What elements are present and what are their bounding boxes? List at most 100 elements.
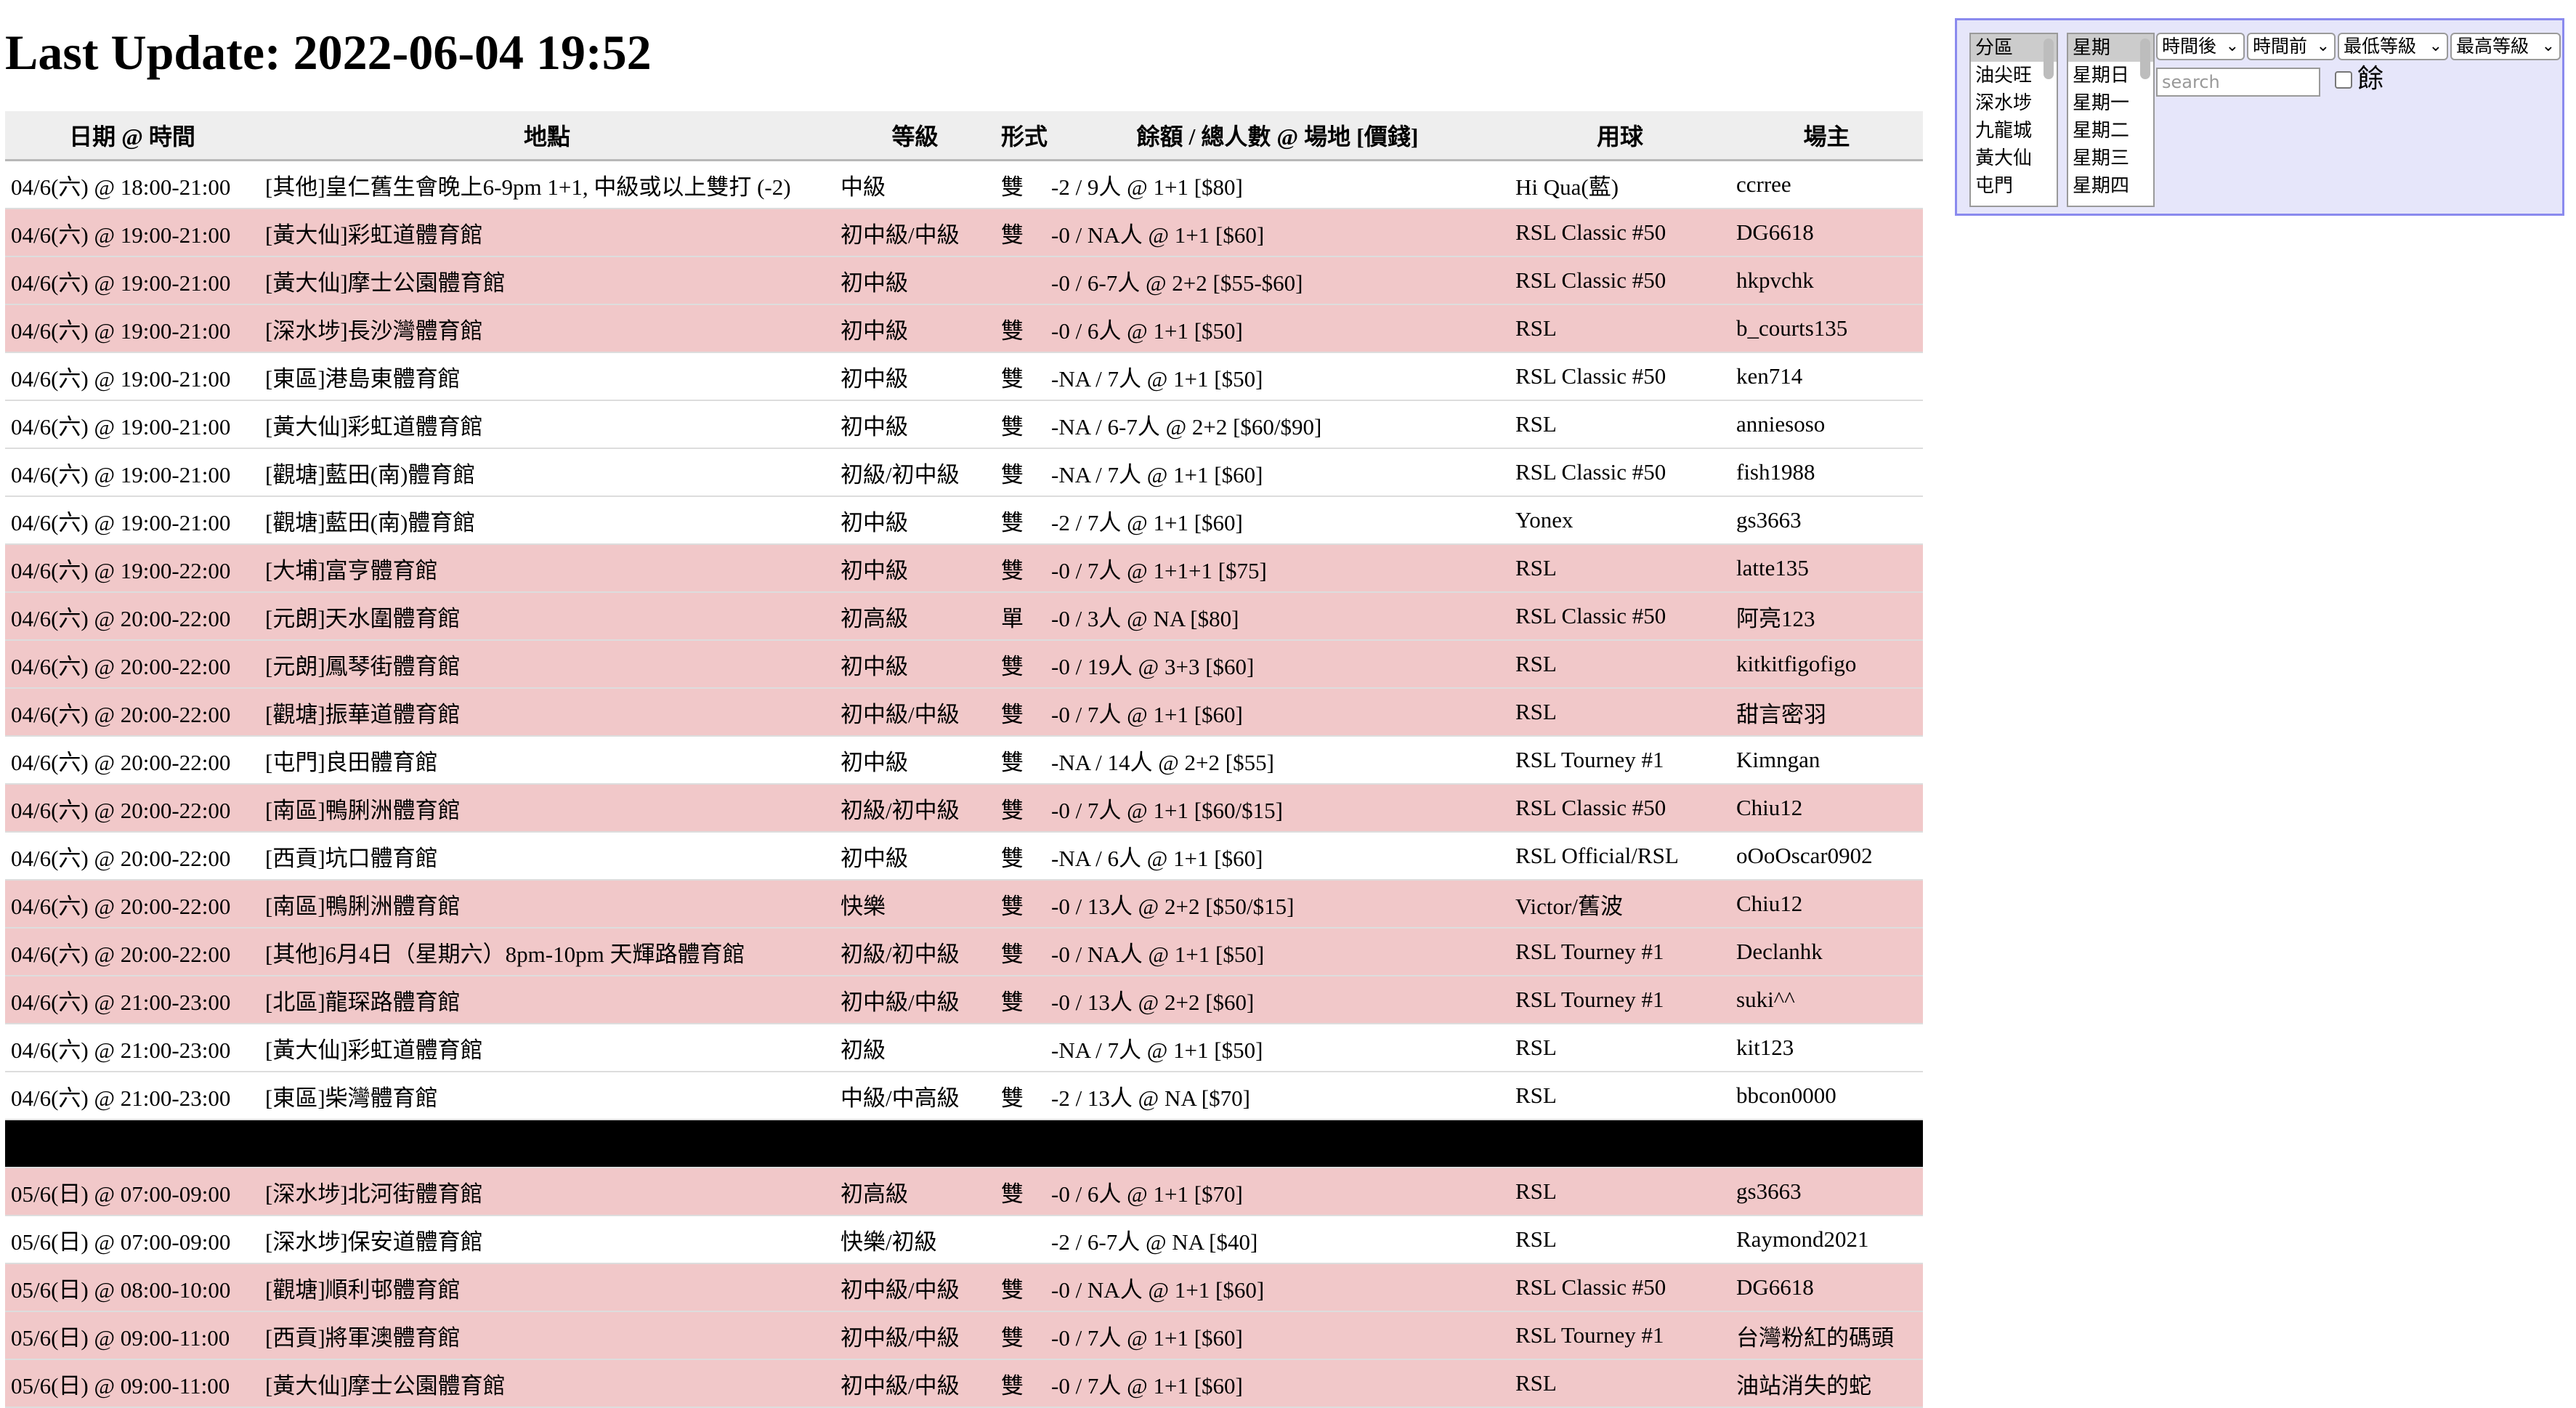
row-shuttlecock: RSL Classic #50 [1510, 209, 1730, 257]
row-shuttlecock: RSL [1510, 1168, 1730, 1216]
row-datetime: 04/6(六) @ 19:00-21:00 [5, 352, 259, 401]
row-datetime: 04/6(六) @ 21:00-23:00 [5, 1072, 259, 1120]
row-host: anniesoso [1730, 400, 1923, 449]
row-venue: [深水埗]保安道體育館 [259, 1215, 835, 1264]
table-row[interactable]: 04/6(六) @ 21:00-23:00 [黃大仙]彩虹道體育館 初級 -NA / … [5, 1024, 1923, 1072]
row-datetime: 04/6(六) @ 20:00-22:00 [5, 640, 259, 689]
row-level: 初中級/中級 [835, 688, 995, 737]
table-row[interactable]: 04/6(六) @ 19:00-21:00 [觀塘]藍田(南)體育館 初中級雙 -2 … [5, 496, 1923, 545]
row-availability: -NA / 6人 @ 1+1 [$60] [1045, 832, 1510, 881]
row-format: 雙 [995, 1263, 1045, 1312]
weekday-option[interactable]: 星期三 [2073, 147, 2130, 169]
row-host: DG6618 [1730, 1263, 1923, 1312]
row-shuttlecock: RSL Classic #50 [1510, 1263, 1730, 1312]
row-level: 初中級/中級 [835, 1263, 995, 1312]
table-row[interactable]: 04/6(六) @ 19:00-21:00 [黃大仙]彩虹道體育館 初中級/中級雙 -… [5, 209, 1923, 257]
column-header-level[interactable]: 等級 [835, 111, 995, 161]
min-level-select[interactable]: 最低等級 ⌄ [2338, 33, 2448, 60]
table-row[interactable]: 04/6(六) @ 20:00-22:00 [屯門]良田體育館 初中級雙 -NA / … [5, 736, 1923, 785]
table-row[interactable]: 05/6(日) @ 09:00-11:00 [西貢]將軍澳體育館 初中級/中級雙 -0… [5, 1311, 1923, 1360]
region-option[interactable]: 黃大仙 [1975, 147, 2033, 169]
row-level: 初級/初中級 [835, 784, 995, 833]
row-venue: [大埔]富亨體育館 [259, 544, 835, 593]
row-host: latte135 [1730, 544, 1923, 593]
row-venue: [屯門]良田體育館 [259, 736, 835, 785]
row-venue: [北區]龍琛路體育館 [259, 976, 835, 1024]
region-option[interactable]: 分區 [1971, 34, 2057, 62]
table-row[interactable]: 04/6(六) @ 20:00-22:00 [觀塘]振華道體育館 初中級/中級雙 -0… [5, 688, 1923, 737]
row-availability: -0 / 6人 @ 1+1 [$50] [1045, 304, 1510, 353]
table-row[interactable]: 04/6(六) @ 20:00-22:00 [南區]鴨脷洲體育館 初級/初中級雙 -0… [5, 784, 1923, 833]
table-row[interactable]: 05/6(日) @ 08:00-10:00 [觀塘]順利邨體育館 初中級/中級雙 -0… [5, 1263, 1923, 1312]
row-shuttlecock: RSL [1510, 1215, 1730, 1264]
weekday-listbox[interactable]: 星期 星期日 星期一 星期二 星期三 星期四 [2067, 33, 2155, 207]
table-row[interactable]: 04/6(六) @ 18:00-21:00 [其他]皇仁舊生會晚上6-9pm 1+… [5, 160, 1923, 209]
row-host: oOoOscar0902 [1730, 832, 1923, 881]
column-header-datetime[interactable]: 日期 @ 時間 [5, 111, 259, 161]
row-datetime: 05/6(日) @ 09:00-11:00 [5, 1359, 259, 1408]
time-after-select-value: 時間後 [2162, 36, 2217, 57]
table-row[interactable]: 04/6(六) @ 20:00-22:00 [元朗]鳳琴街體育館 初中級雙 -0 / … [5, 640, 1923, 689]
max-level-select[interactable]: 最高等級 ⌄ [2450, 33, 2561, 60]
row-shuttlecock: RSL [1510, 1072, 1730, 1120]
table-row[interactable]: 04/6(六) @ 20:00-22:00 [其他]6月4日（星期六）8pm-10… [5, 928, 1923, 976]
time-before-select[interactable]: 時間前 ⌄ [2247, 33, 2336, 60]
column-header-shuttlecock[interactable]: 用球 [1510, 111, 1730, 161]
region-option[interactable]: 深水埗 [1975, 92, 2033, 114]
weekday-option[interactable]: 星期四 [2073, 175, 2130, 197]
region-option[interactable]: 油尖旺 [1975, 65, 2033, 86]
weekday-option[interactable]: 星期 [2068, 34, 2153, 62]
time-after-select[interactable]: 時間後 ⌄ [2156, 33, 2245, 60]
row-host: Raymond2021 [1730, 1215, 1923, 1264]
row-availability: -NA / 7人 @ 1+1 [$60] [1045, 448, 1510, 497]
row-datetime: 04/6(六) @ 19:00-21:00 [5, 448, 259, 497]
table-row[interactable]: 04/6(六) @ 20:00-22:00 [西貢]坑口體育館 初中級雙 -NA / … [5, 832, 1923, 881]
min-level-select-value: 最低等級 [2344, 36, 2417, 57]
row-format: 雙 [995, 880, 1045, 928]
row-format: 雙 [995, 736, 1045, 785]
column-header-host[interactable]: 場主 [1730, 111, 1923, 161]
row-datetime: 05/6(日) @ 07:00-09:00 [5, 1215, 259, 1264]
weekday-option[interactable]: 星期二 [2073, 120, 2130, 142]
table-row[interactable]: 04/6(六) @ 21:00-23:00 [北區]龍琛路體育館 初中級/中級雙 -0… [5, 976, 1923, 1024]
row-format: 雙 [995, 832, 1045, 881]
column-header-format[interactable]: 形式 [995, 111, 1048, 161]
row-shuttlecock: RSL [1510, 1024, 1730, 1072]
row-format: 雙 [995, 160, 1045, 209]
table-header-row: 日期 @ 時間 地點 等級 形式 餘額 / 總人數 @ 場地 [價錢] 用球 場… [5, 111, 1923, 161]
table-row[interactable]: 04/6(六) @ 19:00-21:00 [觀塘]藍田(南)體育館 初級/初中級雙… [5, 448, 1923, 497]
table-row[interactable]: 04/6(六) @ 19:00-22:00 [大埔]富亨體育館 初中級雙 -0 / 7… [5, 544, 1923, 593]
row-venue: [黃大仙]彩虹道體育館 [259, 209, 835, 257]
weekday-scrollbar[interactable] [2140, 39, 2150, 79]
column-header-venue[interactable]: 地點 [259, 111, 835, 161]
column-header-availability[interactable]: 餘額 / 總人數 @ 場地 [價錢] [1045, 111, 1510, 161]
region-listbox[interactable]: 分區 油尖旺 深水埗 九龍城 黃大仙 屯門 [1969, 33, 2058, 207]
table-row[interactable]: 05/6(日) @ 07:00-09:00 [深水埗]北河街體育館 初高級雙 -0 /… [5, 1168, 1923, 1216]
row-venue: [觀塘]藍田(南)體育館 [259, 448, 835, 497]
table-row[interactable]: 04/6(六) @ 19:00-21:00 [黃大仙]摩士公園體育館 初中級 -0 /… [5, 256, 1923, 305]
table-row[interactable]: 04/6(六) @ 21:00-23:00 [東區]柴灣體育館 中級/中高級雙 -2 … [5, 1072, 1923, 1120]
row-format: 雙 [995, 1311, 1045, 1360]
remain-checkbox[interactable] [2335, 71, 2352, 89]
row-availability: -0 / 13人 @ 2+2 [$50/$15] [1045, 880, 1510, 928]
row-level: 初級/初中級 [835, 448, 995, 497]
region-option[interactable]: 九龍城 [1975, 120, 2033, 142]
region-option[interactable]: 屯門 [1975, 175, 2014, 197]
date-separator [5, 1120, 1923, 1168]
weekday-option[interactable]: 星期一 [2073, 92, 2130, 114]
row-availability: -0 / 7人 @ 1+1 [$60] [1045, 688, 1510, 737]
row-shuttlecock: RSL [1510, 400, 1730, 449]
region-scrollbar[interactable] [2044, 39, 2054, 79]
weekday-option[interactable]: 星期日 [2073, 65, 2130, 86]
table-row[interactable]: 05/6(日) @ 07:00-09:00 [深水埗]保安道體育館 快樂/初級 -2 … [5, 1215, 1923, 1264]
table-row[interactable]: 05/6(日) @ 09:00-11:00 [黃大仙]摩士公園體育館 初中級/中級雙… [5, 1359, 1923, 1408]
search-input[interactable] [2156, 68, 2320, 97]
row-shuttlecock: RSL Official/RSL [1510, 832, 1730, 881]
table-row[interactable]: 04/6(六) @ 19:00-21:00 [深水埗]長沙灣體育館 初中級雙 -0 /… [5, 304, 1923, 353]
table-row[interactable]: 04/6(六) @ 20:00-22:00 [元朗]天水圍體育館 初高級單 -0 / … [5, 592, 1923, 641]
row-availability: -0 / 3人 @ NA [$80] [1045, 592, 1510, 641]
table-row[interactable]: 04/6(六) @ 19:00-21:00 [東區]港島東體育館 初中級雙 -NA /… [5, 352, 1923, 401]
row-shuttlecock: Victor/舊波 [1510, 880, 1730, 928]
table-row[interactable]: 04/6(六) @ 19:00-21:00 [黃大仙]彩虹道體育館 初中級雙 -NA … [5, 400, 1923, 449]
table-row[interactable]: 04/6(六) @ 20:00-22:00 [南區]鴨脷洲體育館 快樂雙 -0 / 1… [5, 880, 1923, 928]
